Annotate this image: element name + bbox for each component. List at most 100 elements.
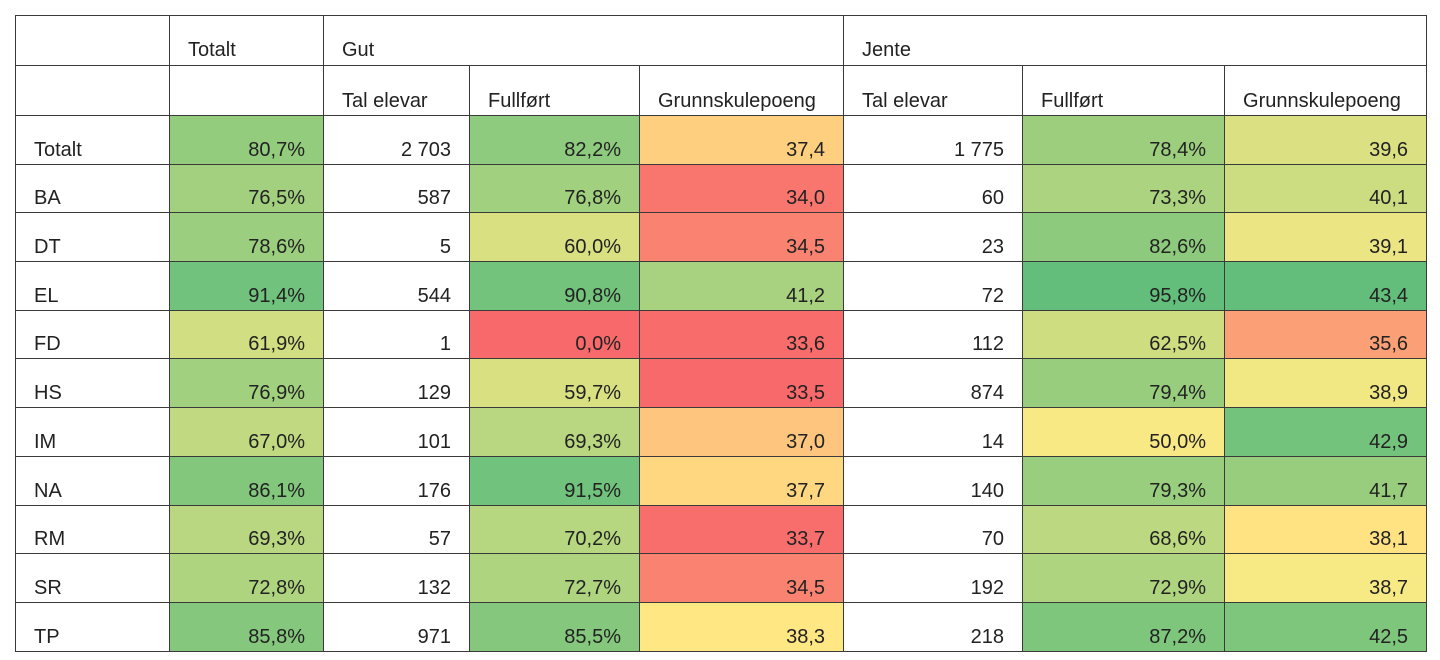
cell-gut-grunnskulepoeng: 37,0 <box>638 407 845 457</box>
cell-gut-tal-elevar: 176 <box>323 455 470 506</box>
table-row: BA 76,5% 587 76,8% 34,0 60 73,3% 40,1 <box>15 163 1428 214</box>
cell-jente-fullfort: 73,3% <box>1022 163 1226 214</box>
subheader-gut-tal-elevar: Tal elevar <box>323 65 470 116</box>
row-label: Totalt <box>15 115 170 165</box>
cell-gut-fullfort: 85,5% <box>469 601 640 652</box>
header-row-groups: Totalt Gut Jente <box>15 15 1428 66</box>
cell-gut-fullfort: 60,0% <box>469 212 640 263</box>
cell-gut-fullfort: 59,7% <box>469 358 640 409</box>
results-table: Totalt Gut Jente Tal elevar Fullført Gru… <box>15 15 1428 652</box>
subheader-empty <box>15 65 170 116</box>
header-row-subcolumns: Tal elevar Fullført Grunnskulepoeng Tal … <box>15 65 1428 116</box>
cell-gut-grunnskulepoeng: 33,6 <box>638 309 845 360</box>
row-label: EL <box>15 261 170 311</box>
cell-gut-grunnskulepoeng: 33,7 <box>638 504 845 555</box>
cell-totalt: 72,8% <box>169 553 324 603</box>
row-label: IM <box>15 407 170 457</box>
row-label: BA <box>15 163 170 214</box>
subheader-gut-fullfort: Fullført <box>469 65 640 116</box>
cell-jente-grunnskulepoeng: 39,1 <box>1224 212 1428 263</box>
cell-jente-fullfort: 82,6% <box>1022 212 1226 263</box>
row-label: DT <box>15 212 170 263</box>
cell-jente-grunnskulepoeng: 39,6 <box>1224 115 1428 165</box>
cell-jente-fullfort: 72,9% <box>1022 553 1226 603</box>
cell-gut-tal-elevar: 132 <box>323 553 470 603</box>
row-label: SR <box>15 553 170 603</box>
cell-gut-tal-elevar: 5 <box>323 212 470 263</box>
row-label: RM <box>15 504 170 555</box>
cell-jente-grunnskulepoeng: 42,5 <box>1224 601 1428 652</box>
table-row: HS 76,9% 129 59,7% 33,5 874 79,4% 38,9 <box>15 358 1428 409</box>
subheader-gut-grunnskulepoeng: Grunnskulepoeng <box>638 65 845 116</box>
cell-jente-grunnskulepoeng: 38,9 <box>1224 358 1428 409</box>
cell-jente-tal-elevar: 218 <box>843 601 1024 652</box>
cell-gut-grunnskulepoeng: 41,2 <box>638 261 845 311</box>
cell-totalt: 86,1% <box>169 455 324 506</box>
cell-jente-fullfort: 79,4% <box>1022 358 1226 409</box>
cell-jente-tal-elevar: 14 <box>843 407 1024 457</box>
row-label: HS <box>15 358 170 409</box>
cell-gut-tal-elevar: 1 <box>323 309 470 360</box>
subheader-jente-tal-elevar: Tal elevar <box>843 65 1024 116</box>
table-row: RM 69,3% 57 70,2% 33,7 70 68,6% 38,1 <box>15 504 1428 555</box>
cell-gut-fullfort: 72,7% <box>469 553 640 603</box>
table-row: FD 61,9% 1 0,0% 33,6 112 62,5% 35,6 <box>15 309 1428 360</box>
cell-jente-fullfort: 79,3% <box>1022 455 1226 506</box>
cell-jente-tal-elevar: 70 <box>843 504 1024 555</box>
cell-gut-fullfort: 70,2% <box>469 504 640 555</box>
cell-gut-grunnskulepoeng: 34,5 <box>638 553 845 603</box>
cell-jente-fullfort: 68,6% <box>1022 504 1226 555</box>
cell-jente-fullfort: 87,2% <box>1022 601 1226 652</box>
row-label: FD <box>15 309 170 360</box>
cell-gut-tal-elevar: 544 <box>323 261 470 311</box>
corner-cell <box>15 15 170 66</box>
cell-gut-grunnskulepoeng: 38,3 <box>638 601 845 652</box>
cell-gut-tal-elevar: 971 <box>323 601 470 652</box>
cell-totalt: 85,8% <box>169 601 324 652</box>
table-row: IM 67,0% 101 69,3% 37,0 14 50,0% 42,9 <box>15 407 1428 457</box>
cell-gut-tal-elevar: 129 <box>323 358 470 409</box>
row-label: TP <box>15 601 170 652</box>
cell-totalt: 61,9% <box>169 309 324 360</box>
cell-gut-tal-elevar: 587 <box>323 163 470 214</box>
table-row: DT 78,6% 5 60,0% 34,5 23 82,6% 39,1 <box>15 212 1428 263</box>
cell-jente-grunnskulepoeng: 41,7 <box>1224 455 1428 506</box>
cell-jente-fullfort: 50,0% <box>1022 407 1226 457</box>
cell-jente-fullfort: 78,4% <box>1022 115 1226 165</box>
cell-totalt: 76,5% <box>169 163 324 214</box>
table-row: NA 86,1% 176 91,5% 37,7 140 79,3% 41,7 <box>15 455 1428 506</box>
cell-jente-tal-elevar: 140 <box>843 455 1024 506</box>
cell-jente-tal-elevar: 874 <box>843 358 1024 409</box>
cell-jente-grunnskulepoeng: 40,1 <box>1224 163 1428 214</box>
cell-gut-fullfort: 76,8% <box>469 163 640 214</box>
cell-gut-fullfort: 82,2% <box>469 115 640 165</box>
cell-jente-grunnskulepoeng: 38,7 <box>1224 553 1428 603</box>
cell-gut-grunnskulepoeng: 37,7 <box>638 455 845 506</box>
cell-gut-fullfort: 90,8% <box>469 261 640 311</box>
cell-gut-tal-elevar: 101 <box>323 407 470 457</box>
cell-gut-tal-elevar: 57 <box>323 504 470 555</box>
cell-jente-fullfort: 62,5% <box>1022 309 1226 360</box>
subheader-jente-grunnskulepoeng: Grunnskulepoeng <box>1224 65 1428 116</box>
cell-gut-grunnskulepoeng: 34,0 <box>638 163 845 214</box>
table-row: TP 85,8% 971 85,5% 38,3 218 87,2% 42,5 <box>15 601 1428 652</box>
cell-totalt: 78,6% <box>169 212 324 263</box>
cell-gut-fullfort: 69,3% <box>469 407 640 457</box>
cell-gut-fullfort: 91,5% <box>469 455 640 506</box>
cell-totalt: 69,3% <box>169 504 324 555</box>
cell-jente-grunnskulepoeng: 42,9 <box>1224 407 1428 457</box>
cell-jente-fullfort: 95,8% <box>1022 261 1226 311</box>
subheader-empty <box>169 65 324 116</box>
cell-jente-grunnskulepoeng: 38,1 <box>1224 504 1428 555</box>
cell-jente-tal-elevar: 23 <box>843 212 1024 263</box>
cell-totalt: 80,7% <box>169 115 324 165</box>
table-row: Totalt 80,7% 2 703 82,2% 37,4 1 775 78,4% 39,6 <box>15 115 1428 165</box>
row-label: NA <box>15 455 170 506</box>
header-totalt: Totalt <box>169 15 324 66</box>
cell-jente-grunnskulepoeng: 35,6 <box>1224 309 1428 360</box>
table-row: EL 91,4% 544 90,8% 41,2 72 95,8% 43,4 <box>15 261 1428 311</box>
cell-gut-grunnskulepoeng: 34,5 <box>638 212 845 263</box>
cell-jente-tal-elevar: 1 775 <box>843 115 1024 165</box>
cell-gut-grunnskulepoeng: 37,4 <box>638 115 845 165</box>
header-gut: Gut <box>322 15 845 66</box>
